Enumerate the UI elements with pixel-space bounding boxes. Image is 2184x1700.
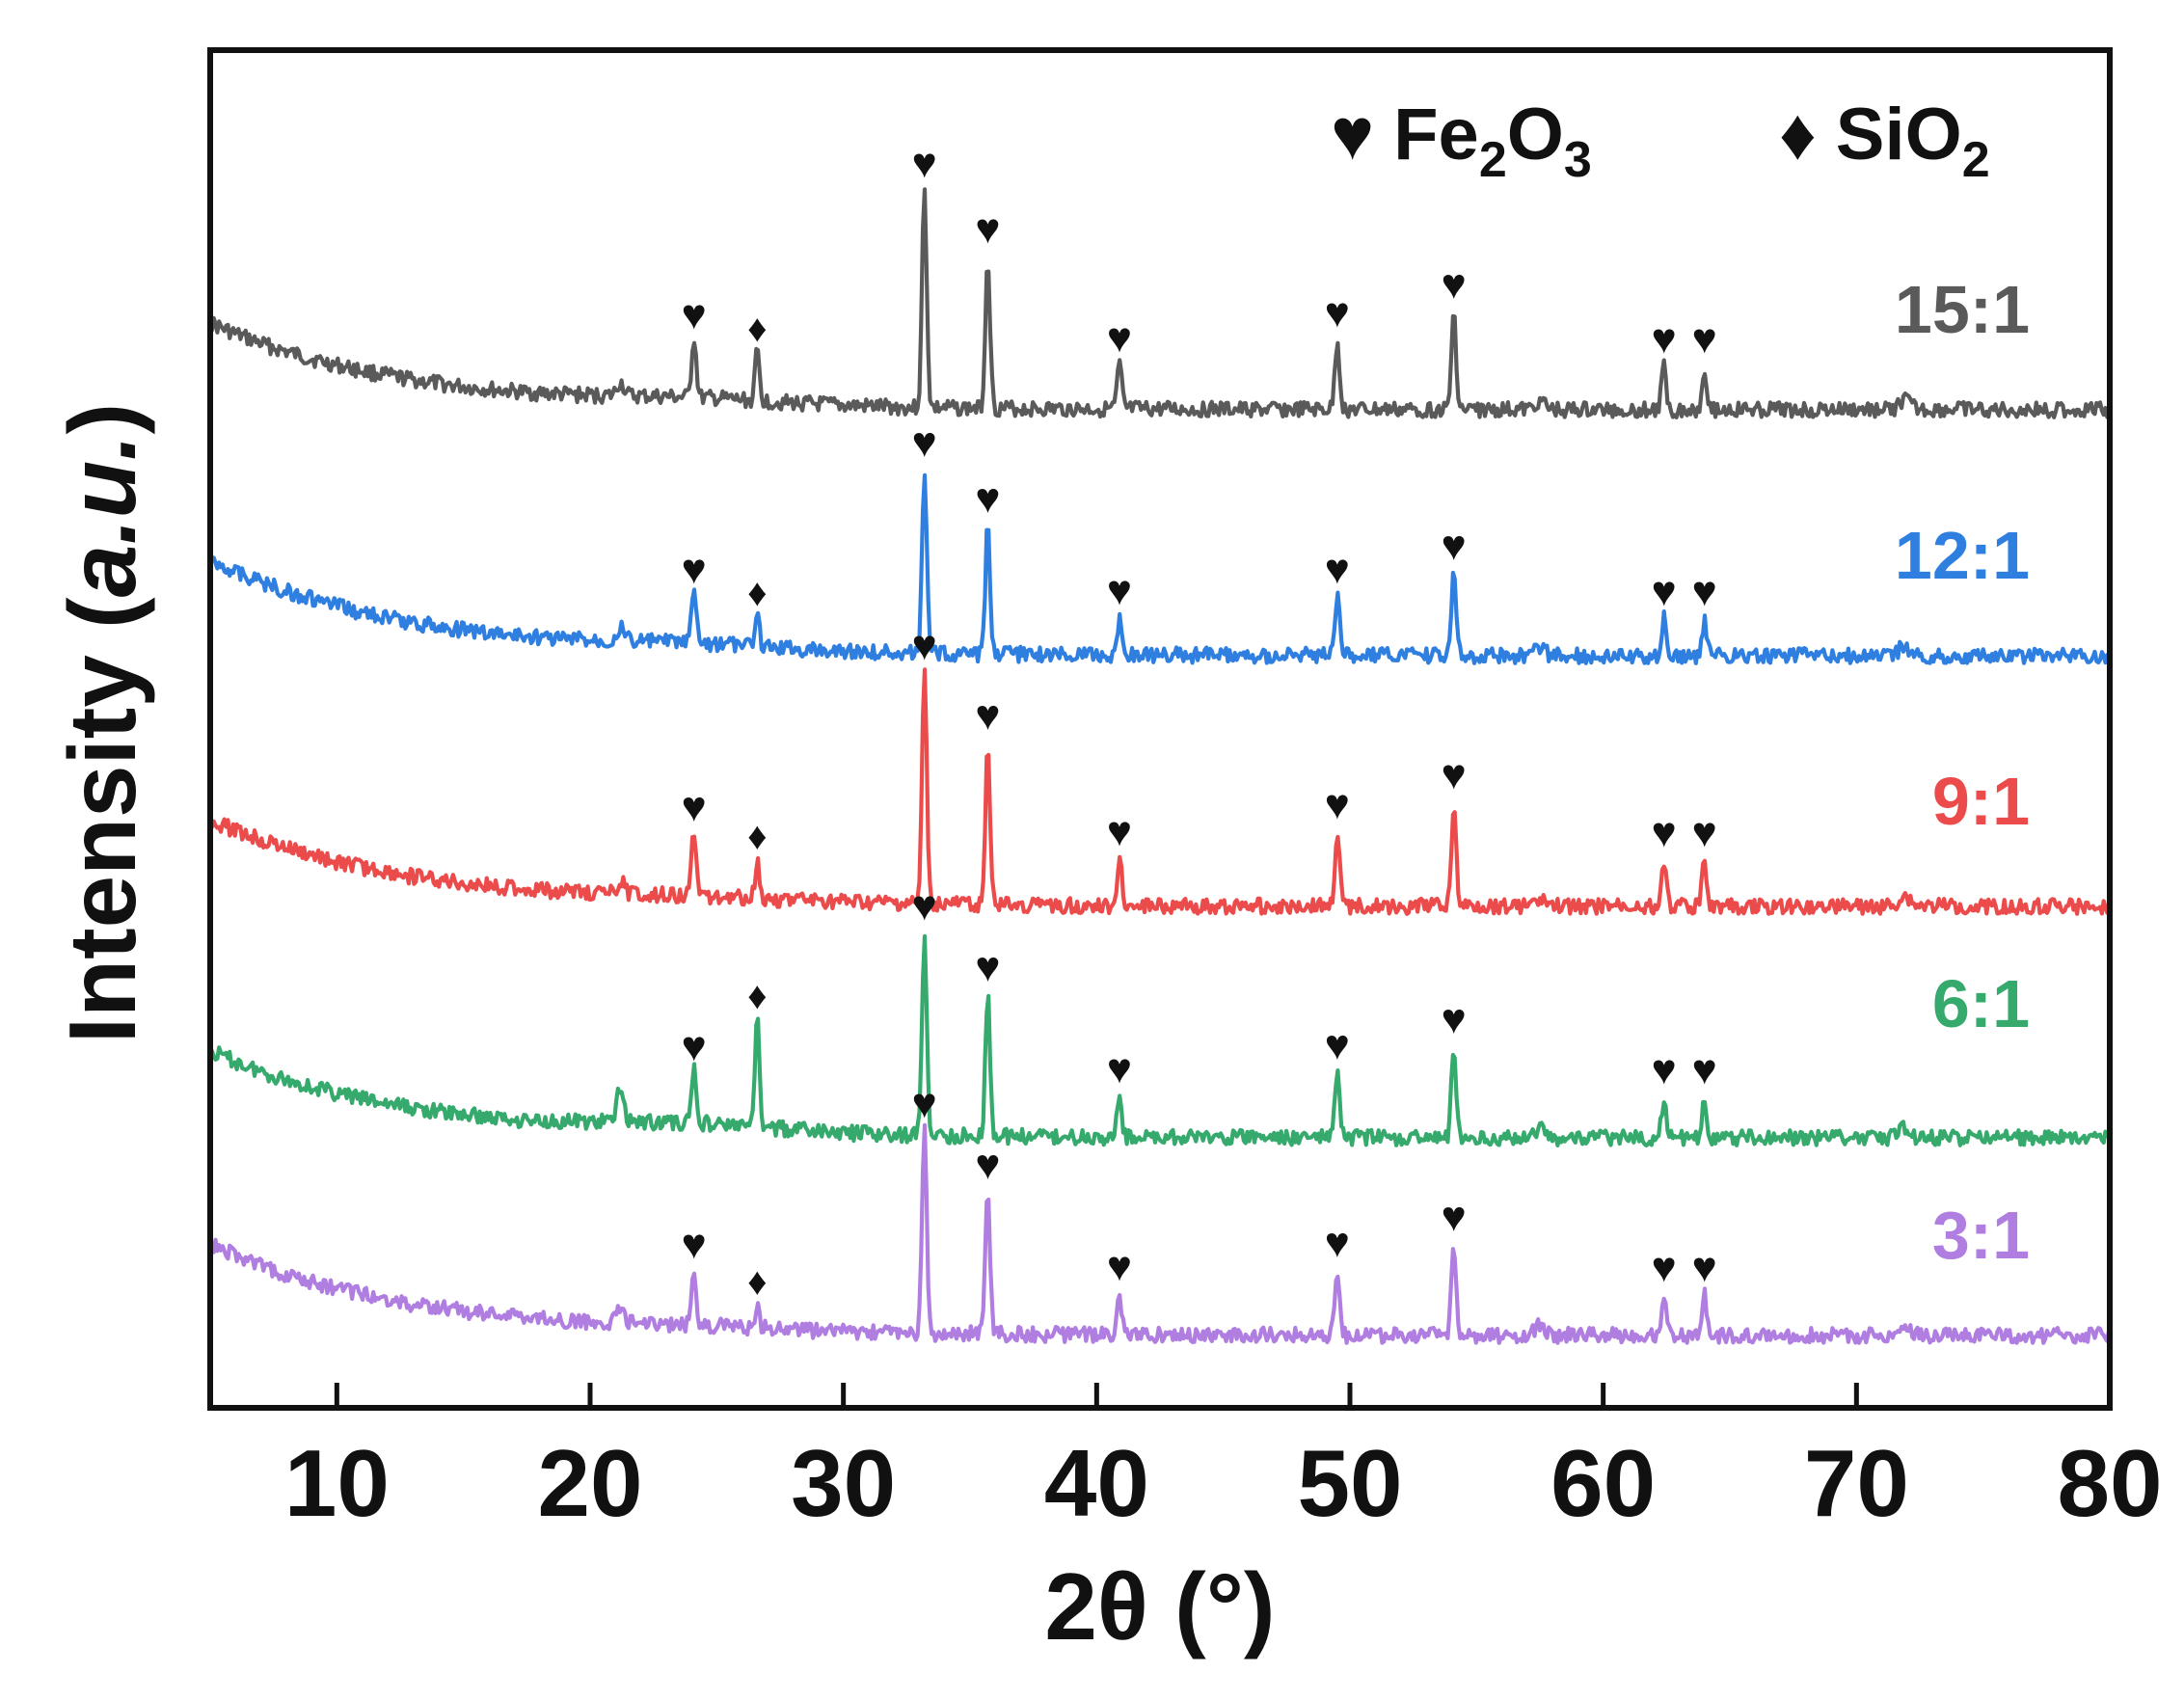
- legend-entry-fe2o3: ♥ Fe2O3: [1331, 94, 1592, 188]
- diamond-icon: ♦: [747, 816, 767, 858]
- series-line-9-1: [207, 667, 2112, 916]
- x-tick-label-50: 50: [1297, 1430, 1402, 1536]
- x-tick-label-10: 10: [284, 1430, 390, 1536]
- diamond-icon: ♦: [747, 975, 767, 1017]
- heart-icon: ♥: [1107, 314, 1132, 362]
- series-label-6-1: 6:1: [1932, 966, 2030, 1041]
- heart-icon: ♥: [1442, 261, 1467, 309]
- heart-icon: ♥: [1107, 1045, 1132, 1093]
- heart-icon: ♥: [1325, 1022, 1350, 1069]
- x-tick-label-20: 20: [537, 1430, 642, 1536]
- heart-icon: ♥: [682, 291, 707, 338]
- heart-icon: ♥: [682, 1023, 707, 1070]
- series-line-3-1: [208, 1122, 2112, 1345]
- y-axis-title: Intensity (a.u.): [49, 403, 155, 1043]
- series-label-3-1: 3:1: [1932, 1198, 2030, 1273]
- heart-icon: ♥: [682, 546, 707, 593]
- heart-icon: ♥: [1107, 567, 1132, 614]
- x-axis: 10 20 30 40 50 60 70 80: [284, 1383, 2163, 1536]
- series-label-15-1: 15:1: [1895, 272, 2030, 347]
- heart-icon: ♥: [1107, 1243, 1132, 1290]
- diamond-icon: ♦: [747, 572, 767, 614]
- heart-icon: ♥: [1442, 522, 1467, 569]
- heart-icon: ♥: [1692, 568, 1717, 615]
- heart-icon: ♥: [1652, 315, 1677, 363]
- heart-icon: ♥: [1652, 1244, 1677, 1291]
- series-label-9-1: 9:1: [1932, 764, 2030, 839]
- heart-icon: ♥: [1652, 1046, 1677, 1093]
- x-tick-label-80: 80: [2057, 1430, 2162, 1536]
- heart-icon: ♥: [1331, 94, 1374, 175]
- x-tick-label-30: 30: [791, 1430, 896, 1536]
- x-tick-label-60: 60: [1550, 1430, 1656, 1536]
- heart-icon: ♥: [975, 474, 1000, 522]
- peak-marker-layer: ♥ ♥ ♥ ♥ ♥ ♥ ♥ ♥ ♦ ♥ ♥ ♥ ♥ ♥ ♥ ♥ ♥ ♦ ♥ ♥ ♥ ♥ ♥ ♥ ♥ ♥ ♦ ♥ ♥ ♥ ♥ ♥ ♥ ♥ ♥ ♦ ♥ ♥ ♥ ♥…: [682, 140, 1717, 1304]
- heart-icon: ♥: [1692, 315, 1717, 363]
- heart-icon: ♥: [1325, 1220, 1350, 1267]
- heart-icon: ♥: [682, 1221, 707, 1268]
- x-axis-title: 2θ (°): [1044, 1553, 1275, 1660]
- heart-icon: ♥: [975, 691, 1000, 739]
- diamond-icon: ♦: [747, 1261, 767, 1304]
- heart-icon: ♥: [975, 1141, 1000, 1188]
- heart-icon: ♥: [1652, 809, 1677, 856]
- series-layer: [207, 187, 2112, 1345]
- heart-icon: ♥: [1325, 546, 1350, 593]
- heart-icon: ♥: [1442, 1193, 1467, 1240]
- heart-icon: ♥: [912, 140, 937, 187]
- heart-icon: ♥: [1325, 289, 1350, 337]
- heart-icon: ♥: [1442, 995, 1467, 1042]
- heart-icon: ♥: [1442, 751, 1467, 798]
- legend: ♥ Fe2O3 ♦ SiO2: [1331, 94, 1990, 188]
- series-line-6-1: [208, 933, 2111, 1148]
- heart-icon: ♥: [975, 205, 1000, 253]
- heart-icon: ♥: [1692, 809, 1717, 856]
- heart-icon: ♥: [975, 943, 1000, 990]
- x-tick-label-70: 70: [1804, 1430, 1909, 1536]
- series-line-12-1: [207, 472, 2111, 665]
- diamond-icon: ♦: [747, 308, 767, 350]
- heart-icon: ♥: [1325, 781, 1350, 828]
- heart-icon: ♥: [912, 882, 937, 930]
- heart-icon: ♥: [1652, 568, 1677, 615]
- series-label-12-1: 12:1: [1895, 518, 2030, 593]
- series-line-15-1: [208, 187, 2112, 419]
- heart-icon: ♥: [1107, 808, 1132, 855]
- heart-icon: ♥: [912, 419, 937, 467]
- heart-icon: ♥: [912, 622, 937, 669]
- heart-icon: ♥: [1692, 1046, 1717, 1093]
- plot-frame: [207, 47, 2113, 1411]
- series-label-layer: 15:1 12:1 9:1 6:1 3:1: [1895, 272, 2030, 1273]
- x-tick-label-40: 40: [1044, 1430, 1149, 1536]
- heart-icon: ♥: [1692, 1244, 1717, 1291]
- heart-icon: ♥: [682, 784, 707, 831]
- diamond-icon: ♦: [1779, 94, 1817, 175]
- legend-entry-sio2: ♦ SiO2: [1779, 94, 1990, 188]
- heart-icon: ♥: [912, 1080, 937, 1127]
